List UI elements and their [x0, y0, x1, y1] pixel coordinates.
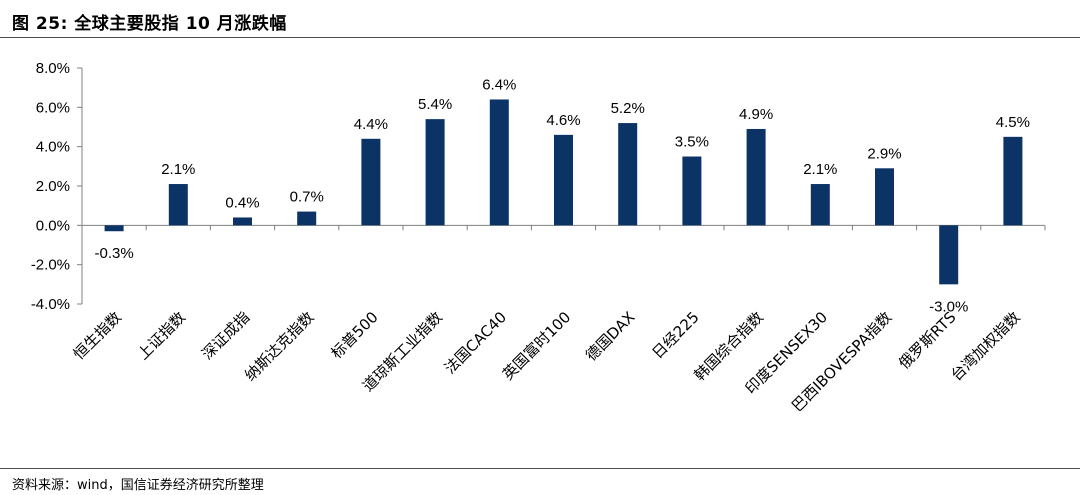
category-label: 德国DAX: [582, 308, 638, 364]
data-label: 5.4%: [418, 96, 452, 113]
category-label: 上证指数: [134, 308, 189, 363]
category-label: 深证成指: [198, 308, 253, 363]
category-label: 英国富时100: [499, 308, 574, 383]
bar-chart: -0.3% 2.1% 0.4% 0.7% 4.4% 5.4% 6.4% 4.6% 5.2% 3.5…: [31, 60, 1046, 415]
category-label: 法国CAC40: [441, 308, 510, 377]
category-label: 纳斯达克指数: [241, 308, 317, 384]
data-label: 5.2%: [611, 100, 645, 117]
data-label: 4.6%: [546, 112, 580, 129]
category-label: 日经225: [649, 308, 703, 362]
bar: [1003, 136, 1023, 226]
y-tick-label: 0.0%: [36, 217, 70, 234]
chart-data-labels: -0.3% 2.1% 0.4% 0.7% 4.4% 5.4% 6.4% 4.6% 5.2% 3.5…: [95, 76, 1030, 315]
chart-tick-labels: 8.0% 6.0% 4.0% 2.0% 0.0% -2.0% -4.0%: [31, 60, 70, 313]
bar: [361, 138, 381, 226]
data-label: -0.3%: [95, 245, 134, 262]
y-tick-label: 2.0%: [36, 178, 70, 195]
title-rule: [0, 37, 1080, 38]
data-label: -3.0%: [929, 298, 968, 315]
data-label: 0.4%: [225, 194, 259, 211]
source-note: 资料来源：wind，国信证券经济研究所整理: [12, 478, 264, 493]
data-label: 2.1%: [161, 161, 195, 178]
data-label: 2.1%: [803, 161, 837, 178]
y-tick-label: 8.0%: [36, 60, 70, 77]
data-label: 3.5%: [675, 134, 709, 151]
bar: [746, 128, 766, 226]
bar: [168, 184, 188, 226]
data-label: 2.9%: [867, 145, 901, 162]
y-tick-label: 4.0%: [36, 139, 70, 156]
category-label: 台湾加权指数: [947, 308, 1023, 384]
bar: [875, 168, 894, 226]
bar: [489, 99, 509, 226]
bar: [554, 134, 573, 226]
category-label: 标普500: [328, 308, 382, 362]
y-tick-label: -4.0%: [31, 296, 70, 313]
bar: [939, 225, 959, 285]
chart-bars: [104, 99, 1023, 285]
y-tick-label: -2.0%: [31, 257, 70, 274]
bar: [618, 123, 638, 226]
bar: [233, 217, 252, 226]
category-label: 俄罗斯RTS: [895, 308, 959, 372]
bar: [297, 211, 317, 226]
data-label: 4.5%: [996, 114, 1030, 131]
data-label: 4.9%: [739, 106, 773, 123]
y-tick-label: 6.0%: [36, 99, 70, 116]
data-label: 6.4%: [482, 76, 516, 93]
source-rule: [0, 468, 1080, 469]
category-label: 恒生指数: [70, 308, 125, 363]
data-label: 0.7%: [290, 189, 324, 206]
bar: [682, 156, 702, 226]
data-label: 4.4%: [354, 116, 388, 133]
bar: [104, 225, 124, 232]
bar: [810, 184, 830, 226]
figure-title: 图 25: 全球主要股指 10 月涨跌幅: [12, 14, 287, 34]
bar: [425, 119, 445, 226]
